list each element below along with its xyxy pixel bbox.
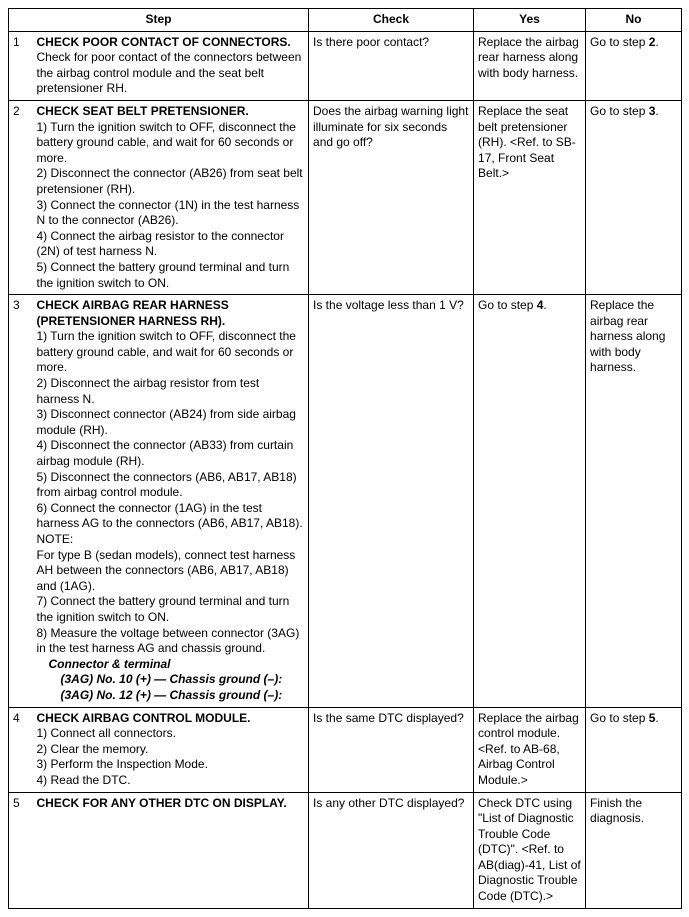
check-cell: Is any other DTC displayed? — [309, 792, 474, 908]
step-cell: CHECK SEAT BELT PRETENSIONER. 1) Turn th… — [33, 100, 309, 294]
step-line: 2) Disconnect the airbag resistor from t… — [37, 376, 305, 407]
table-row: 2 CHECK SEAT BELT PRETENSIONER. 1) Turn … — [9, 100, 682, 294]
check-cell: Is the same DTC displayed? — [309, 707, 474, 792]
step-line: NOTE: — [37, 532, 305, 548]
step-number: 4 — [9, 707, 33, 792]
yes-cell: Go to step 4. — [474, 295, 586, 707]
col-no-header: No — [586, 9, 682, 32]
no-cell: Finish the diagnosis. — [586, 792, 682, 908]
check-cell: Does the airbag warning light illuminate… — [309, 100, 474, 294]
connector-line: (3AG) No. 12 (+) — Chassis ground (–): — [61, 688, 305, 704]
step-line: 5) Disconnect the connectors (AB6, AB17,… — [37, 470, 305, 501]
yes-cell: Replace the airbag control module. <Ref.… — [474, 707, 586, 792]
step-line: 5) Connect the battery ground terminal a… — [37, 260, 305, 291]
step-line: 3) Disconnect connector (AB24) from side… — [37, 407, 305, 438]
table-row: 1 CHECK POOR CONTACT OF CONNECTORS. Chec… — [9, 31, 682, 100]
step-line: 2) Clear the memory. — [37, 742, 305, 758]
step-cell: CHECK FOR ANY OTHER DTC ON DISPLAY. — [33, 792, 309, 908]
step-line: 4) Connect the airbag resistor to the co… — [37, 229, 305, 260]
step-cell: CHECK AIRBAG REAR HARNESS (PRETENSIONER … — [33, 295, 309, 707]
step-line: 4) Disconnect the connector (AB33) from … — [37, 438, 305, 469]
table-row: 4 CHECK AIRBAG CONTROL MODULE. 1) Connec… — [9, 707, 682, 792]
no-cell: Replace the airbag rear harness along wi… — [586, 295, 682, 707]
yes-cell: Replace the airbag rear harness along wi… — [474, 31, 586, 100]
step-line: 8) Measure the voltage between connector… — [37, 626, 305, 657]
step-cell: CHECK POOR CONTACT OF CONNECTORS. Check … — [33, 31, 309, 100]
step-line: 2) Disconnect the connector (AB26) from … — [37, 166, 305, 197]
step-title: CHECK SEAT BELT PRETENSIONER. — [37, 104, 249, 118]
diagnostic-table: Step Check Yes No 1 CHECK POOR CONTACT O… — [8, 8, 682, 909]
step-line: 3) Connect the connector (1N) in the tes… — [37, 198, 305, 229]
table-row: 5 CHECK FOR ANY OTHER DTC ON DISPLAY. Is… — [9, 792, 682, 908]
yes-cell: Replace the seat belt pretensioner (RH).… — [474, 100, 586, 294]
step-title: CHECK FOR ANY OTHER DTC ON DISPLAY. — [37, 796, 287, 810]
col-yes-header: Yes — [474, 9, 586, 32]
step-body: Check for poor contact of the connectors… — [37, 50, 302, 95]
step-line: 3) Perform the Inspection Mode. — [37, 757, 305, 773]
step-line: For type B (sedan models), connect test … — [37, 548, 305, 595]
step-number: 2 — [9, 100, 33, 294]
col-check-header: Check — [309, 9, 474, 32]
step-number: 5 — [9, 792, 33, 908]
connector-line: (3AG) No. 10 (+) — Chassis ground (–): — [61, 672, 305, 688]
no-cell: Go to step 3. — [586, 100, 682, 294]
step-line: 1) Turn the ignition switch to OFF, disc… — [37, 120, 305, 167]
step-number: 1 — [9, 31, 33, 100]
table-row: 3 CHECK AIRBAG REAR HARNESS (PRETENSIONE… — [9, 295, 682, 707]
check-cell: Is there poor contact? — [309, 31, 474, 100]
col-step-header: Step — [9, 9, 309, 32]
step-cell: CHECK AIRBAG CONTROL MODULE. 1) Connect … — [33, 707, 309, 792]
step-line: 1) Turn the ignition switch to OFF, disc… — [37, 329, 305, 376]
table-header-row: Step Check Yes No — [9, 9, 682, 32]
step-number: 3 — [9, 295, 33, 707]
no-cell: Go to step 5. — [586, 707, 682, 792]
step-line: 7) Connect the battery ground terminal a… — [37, 594, 305, 625]
step-line: 4) Read the DTC. — [37, 773, 305, 789]
check-cell: Is the voltage less than 1 V? — [309, 295, 474, 707]
step-title: CHECK AIRBAG CONTROL MODULE. — [37, 711, 251, 725]
step-title: CHECK POOR CONTACT OF CONNECTORS. — [37, 35, 291, 49]
step-line: 6) Connect the connector (1AG) in the te… — [37, 501, 305, 532]
yes-cell: Check DTC using "List of Diagnostic Trou… — [474, 792, 586, 908]
no-cell: Go to step 2. — [586, 31, 682, 100]
step-title: CHECK AIRBAG REAR HARNESS (PRETENSIONER … — [37, 298, 229, 328]
step-line: 1) Connect all connectors. — [37, 726, 305, 742]
connector-label: Connector & terminal — [49, 657, 305, 673]
